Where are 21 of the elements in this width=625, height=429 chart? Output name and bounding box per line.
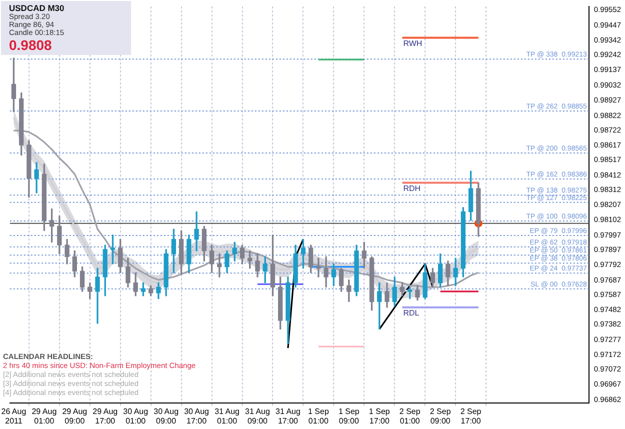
x-tick-label: 29 Aug 01:00	[32, 406, 57, 426]
x-tick-label: 31 Aug 01:00	[214, 406, 240, 426]
x-tick-label: 26 Aug 2011	[1, 406, 26, 426]
series-label: RWH	[403, 39, 422, 48]
chart-title: USDCAD M30	[9, 3, 66, 13]
x-tick-label: 30 Aug 01:00	[123, 406, 148, 426]
x-tick-label: 29 Aug 09:00	[62, 406, 88, 426]
series-label: RDH	[403, 184, 421, 193]
x-tick-label: 1 Sep 09:00	[338, 406, 360, 426]
x-tick-label: 31 Aug 17:00	[276, 406, 300, 426]
x-tick-label: 2 Sep 17:00	[460, 406, 482, 426]
x-tick-label: 31 Aug 09:00	[245, 406, 270, 426]
annotation: 0.9808	[9, 37, 53, 53]
x-tick-label: 1 Sep 01:00	[308, 406, 330, 426]
series-label: RDL	[403, 308, 420, 318]
x-tick-label: 29 Aug 17:00	[92, 406, 118, 426]
x-tick-label: 30 Aug 17:00	[184, 406, 210, 426]
x-tick-label: 1 Sep 17:00	[368, 406, 390, 426]
x-tick-label: 2 Sep 01:00	[399, 406, 421, 426]
x-tick-label: 30 Aug 09:00	[154, 406, 179, 426]
x-tick-label: 2 Sep 09:00	[430, 406, 452, 426]
